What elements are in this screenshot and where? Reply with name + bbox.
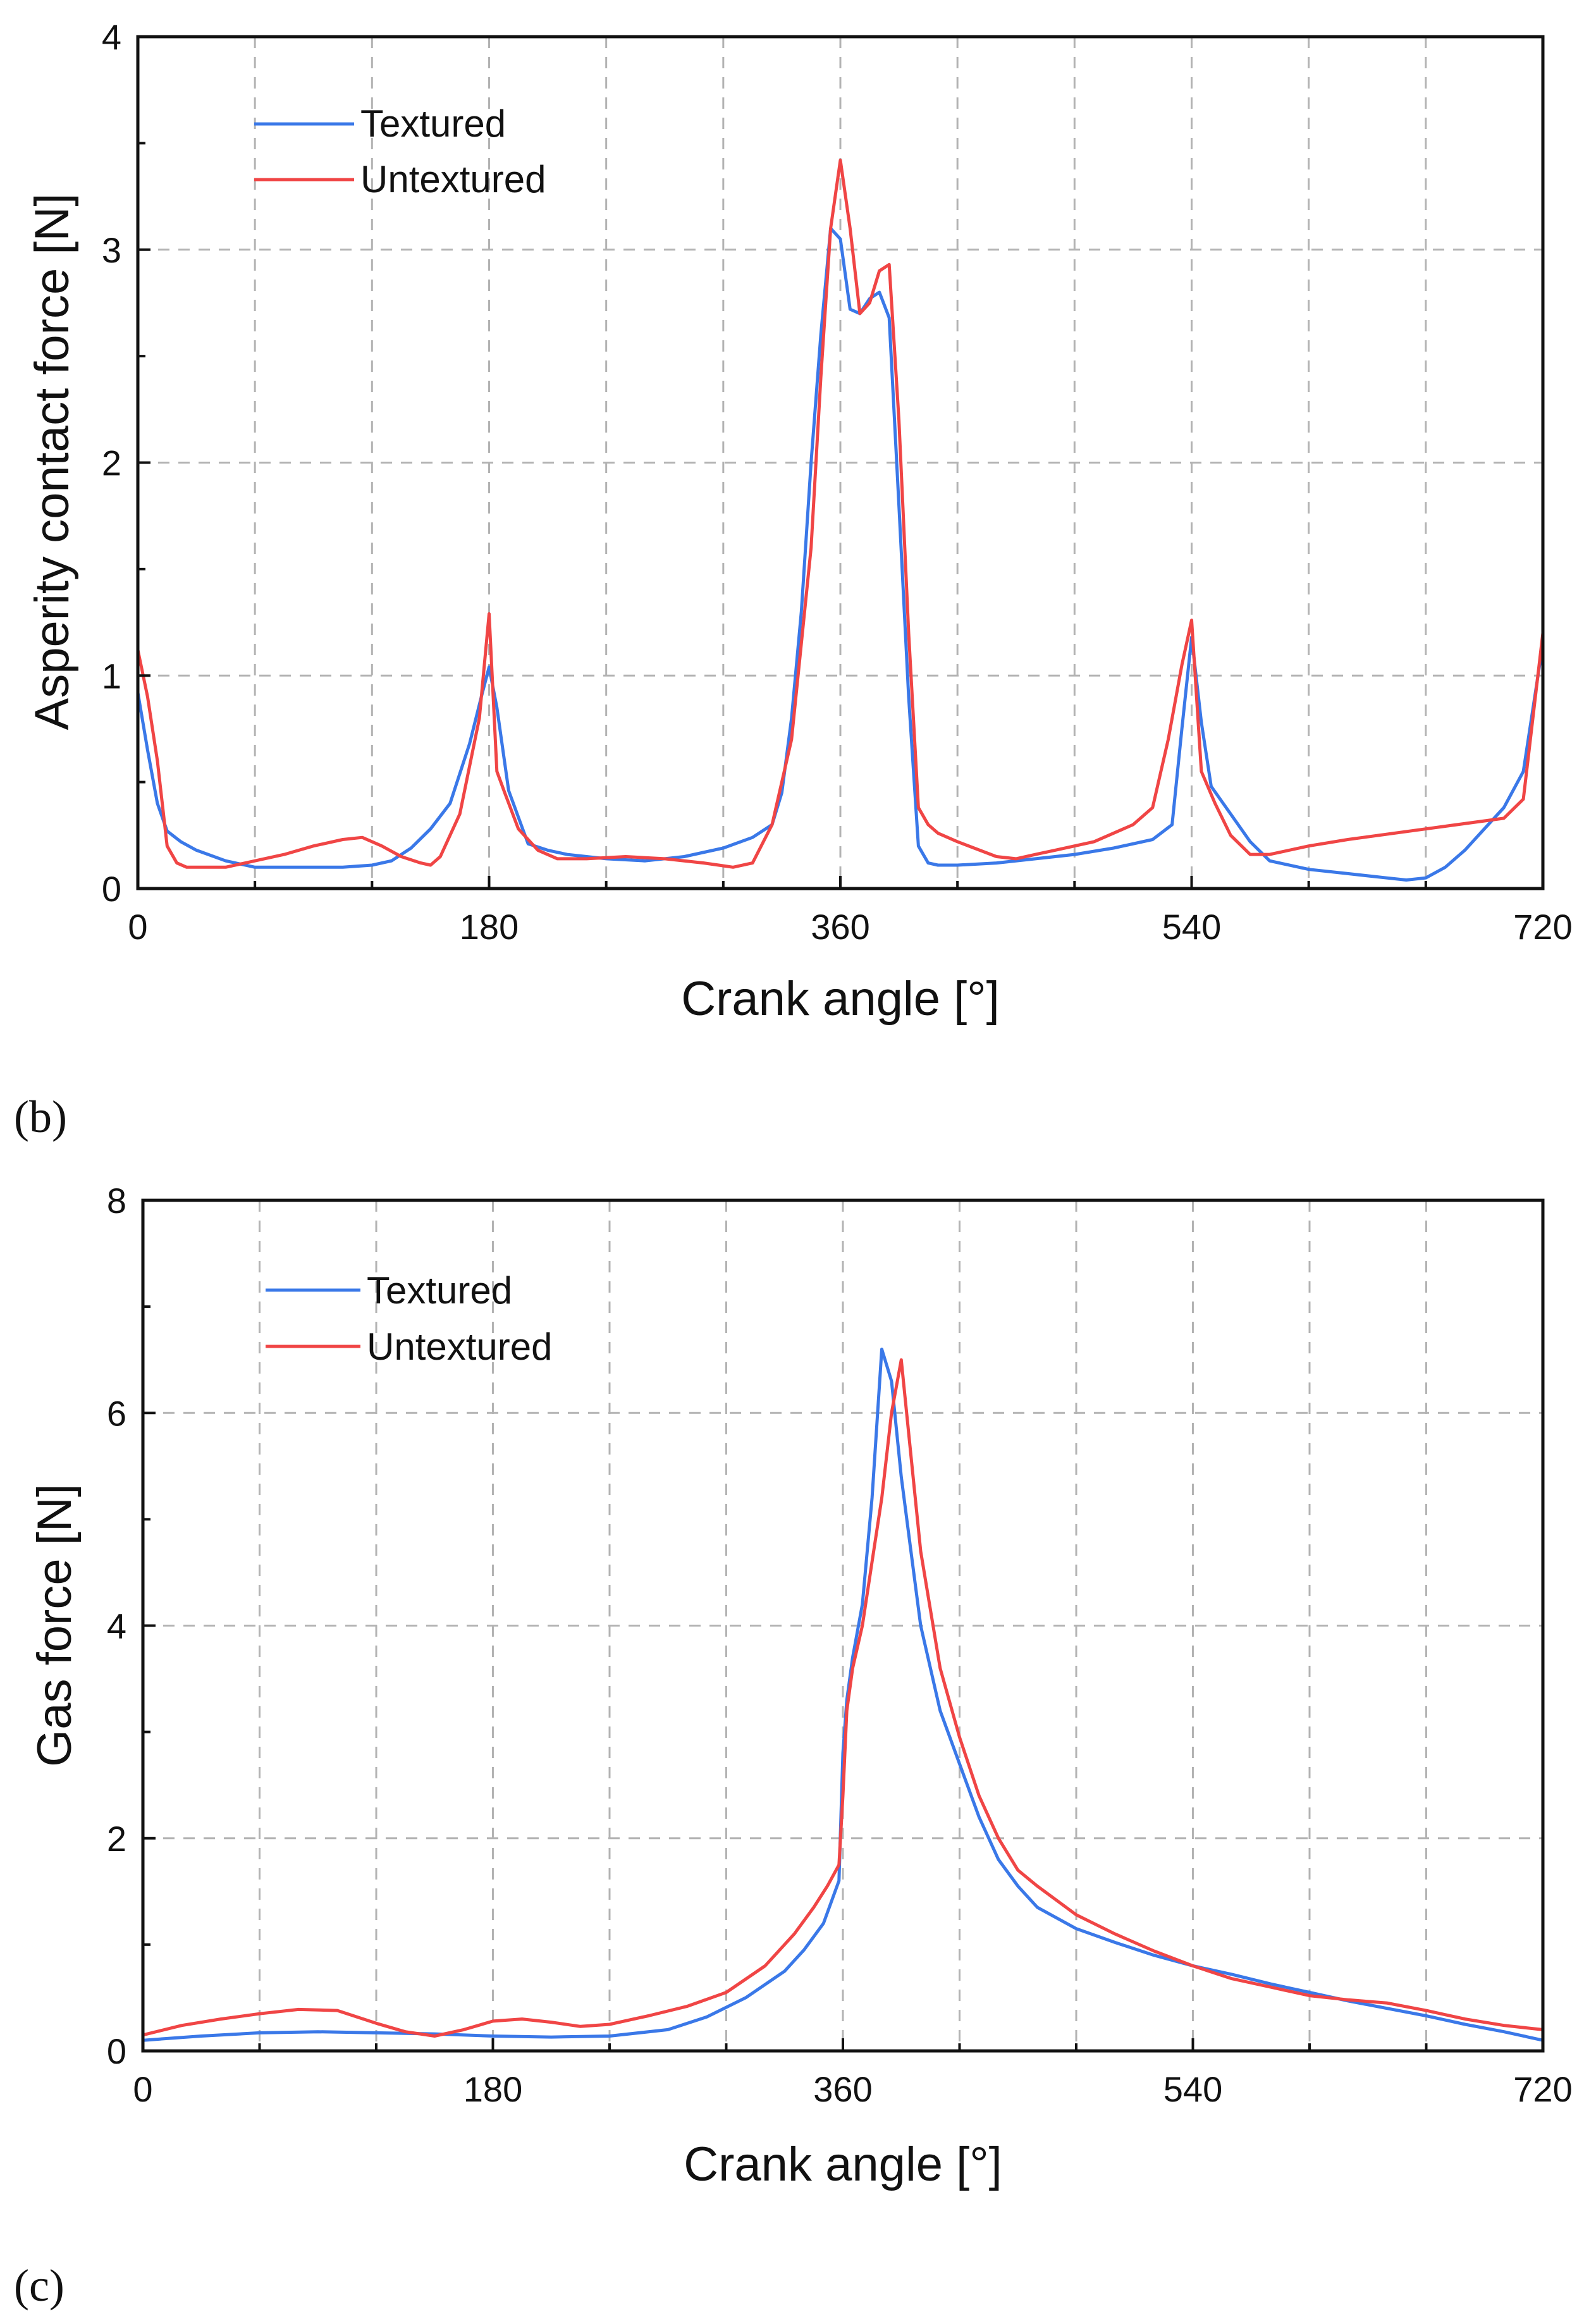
grid-lines [138,37,1543,889]
panel-label: (b) [14,1092,67,1142]
axis-ticks [137,35,1544,890]
y-tick-label: 1 [102,656,121,696]
x-tick-label: 0 [128,907,147,947]
y-tick-label: 8 [107,1181,126,1221]
y-tick-label: 2 [107,1819,126,1859]
y-axis-label: Asperity contact force [N] [25,194,79,730]
y-tick-label: 6 [107,1393,126,1433]
grid-lines [143,1200,1543,2051]
series-lines [136,158,1545,882]
legend-label-untextured: Untextured [360,158,546,200]
legend-label-textured: Textured [360,102,506,145]
y-axis-label: Gas force [N] [28,1484,82,1767]
y-tick-label: 2 [102,443,121,483]
y-tick-label: 4 [107,1606,126,1646]
x-tick-label: 540 [1163,2069,1222,2109]
y-tick-label: 3 [102,230,121,270]
x-axis-label: Crank angle [°] [681,972,1000,1026]
x-tick-label: 360 [813,2069,872,2109]
legend-label-textured: Textured [367,1269,512,1312]
panel-label: (c) [14,2260,64,2311]
x-tick-label: 720 [1513,907,1572,947]
x-axis-label: Crank angle [°] [684,2138,1002,2191]
series-line-textured [136,226,1545,882]
chart-panel-b: 0 180 360 540 720 0 1 2 3 4 Crank angle [°] Asper… [14,17,1573,1142]
series-lines [141,1347,1545,2042]
y-tick-label: 0 [107,2031,126,2071]
y-tick-label: 4 [102,17,121,57]
x-tick-label: 180 [463,2069,522,2109]
series-line-untextured [136,158,1545,869]
axis-ticks [142,1199,1544,2052]
tick-labels: 0 180 360 540 720 0 2 4 6 8 [107,1181,1573,2109]
x-tick-label: 180 [460,907,519,947]
x-tick-label: 720 [1513,2069,1572,2109]
tick-labels: 0 180 360 540 720 0 1 2 3 4 [102,17,1573,947]
legend-label-untextured: Untextured [367,1326,553,1368]
chart-panel-c: 0 180 360 540 720 0 2 4 6 8 Crank angle [°] Gas f… [14,1181,1573,2311]
x-tick-label: 360 [811,907,869,947]
legend: Textured Untextured [254,102,546,200]
x-tick-label: 0 [133,2069,152,2109]
series-line-textured [141,1347,1545,2042]
series-line-untextured [141,1358,1545,2038]
legend: Textured Untextured [266,1269,553,1368]
y-tick-label: 0 [102,869,121,909]
x-tick-label: 540 [1162,907,1221,947]
